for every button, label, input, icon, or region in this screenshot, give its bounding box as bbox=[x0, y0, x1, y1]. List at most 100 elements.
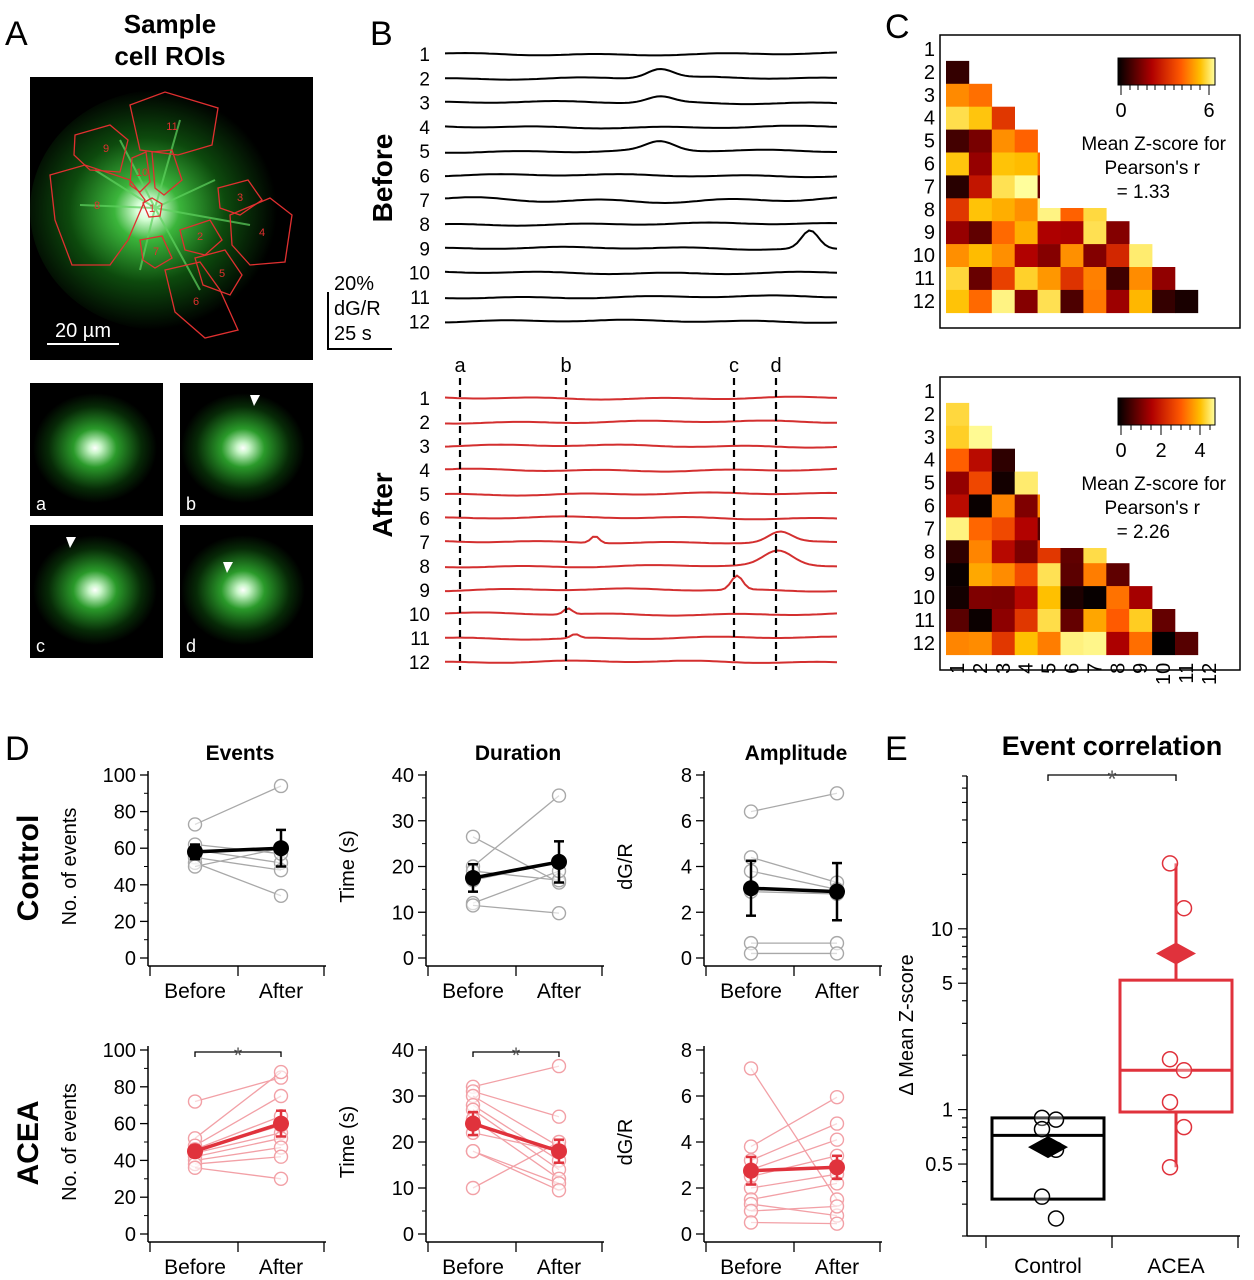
heatmap-cell bbox=[1014, 198, 1038, 222]
panel-e: E Event correlation Δ Mean Z-score 0.5 1 5… bbox=[885, 730, 1240, 1278]
event-markers: a b c d bbox=[454, 355, 782, 670]
trace-label-after: 1 bbox=[419, 389, 430, 410]
heatmap-cell bbox=[1129, 267, 1153, 291]
event-marker-label: a bbox=[454, 355, 466, 377]
subject-line bbox=[750, 1123, 838, 1161]
subject-line bbox=[472, 795, 560, 868]
trace-after bbox=[444, 530, 838, 545]
subject-line bbox=[750, 1155, 838, 1178]
roi-label-10: 10 bbox=[136, 167, 148, 179]
heatmap-cell bbox=[991, 631, 1015, 656]
scale-bar-label: 20 µm bbox=[55, 320, 111, 342]
heatmap-cell bbox=[968, 631, 993, 656]
heatmap-cell bbox=[946, 267, 970, 291]
event-correlation-chart: 0.5 1 5 10 * bbox=[925, 766, 1240, 1248]
trace-after bbox=[444, 549, 838, 569]
trace-label-before: 10 bbox=[409, 264, 430, 285]
colorbar-top-tick-0: 0 bbox=[1115, 100, 1126, 122]
paired-chart: 0 10 20 30 40 Before After Time (s) bbox=[337, 765, 604, 1003]
heatmap-cell bbox=[1014, 244, 1038, 268]
x-category-before: Before bbox=[442, 980, 504, 1003]
colorbar-top-tick-6: 6 bbox=[1203, 100, 1214, 122]
box-acea bbox=[1118, 855, 1234, 1176]
trace-before bbox=[445, 318, 838, 324]
y-tick-label: 40 bbox=[392, 765, 414, 787]
subject-line bbox=[194, 1132, 282, 1154]
heatmap-cell bbox=[968, 152, 993, 176]
subject-point-before bbox=[465, 829, 481, 844]
heatmap-cell bbox=[1152, 289, 1176, 314]
arrowhead-icon bbox=[66, 537, 76, 548]
subject-line bbox=[472, 1104, 560, 1161]
y-tick-label: 2 bbox=[681, 902, 692, 924]
subject-point-after bbox=[273, 778, 289, 794]
heatmap-cell bbox=[991, 198, 1015, 222]
trace-after bbox=[444, 633, 837, 641]
y-tick-label: 6 bbox=[681, 811, 692, 833]
heatmap-cell bbox=[946, 425, 970, 449]
heatmap-cell bbox=[991, 106, 1015, 130]
trace-before bbox=[444, 196, 838, 205]
heatmap-cell bbox=[1106, 631, 1130, 656]
data-point bbox=[1161, 855, 1179, 872]
subject-line bbox=[194, 1115, 282, 1150]
heatmap-cell bbox=[1060, 586, 1084, 610]
subject-point-after bbox=[273, 888, 289, 903]
subject-point-before bbox=[743, 804, 759, 819]
colorbar-bottom-tick-4: 4 bbox=[1194, 440, 1205, 462]
subject-line bbox=[194, 1095, 282, 1147]
heatmap-col-label: 3 bbox=[993, 663, 1015, 674]
trace-after bbox=[445, 419, 837, 425]
mean-point bbox=[829, 1159, 845, 1176]
heatmap-row-label: 12 bbox=[913, 291, 935, 313]
y-tick-label: 2 bbox=[681, 1178, 692, 1200]
subject-line bbox=[194, 785, 282, 826]
heatmap-cell bbox=[968, 289, 993, 314]
subject-line bbox=[750, 1221, 838, 1225]
subject-line bbox=[472, 870, 560, 904]
heatmap-cell bbox=[991, 448, 1015, 472]
y-axis-label: dG/R bbox=[615, 843, 637, 890]
data-point bbox=[1033, 1109, 1051, 1127]
panel-e-ylabel: Δ Mean Z-score bbox=[896, 954, 918, 1095]
heatmap-row-label: 6 bbox=[924, 496, 935, 518]
heatmap-cell bbox=[968, 129, 993, 153]
subject-line bbox=[194, 1167, 282, 1180]
trace-after bbox=[444, 491, 837, 497]
heatmap-cell bbox=[968, 221, 993, 245]
after-label: After bbox=[367, 472, 398, 537]
mean-point bbox=[273, 1115, 289, 1132]
significance-bracket bbox=[194, 1051, 282, 1057]
subject-point-before bbox=[743, 1215, 759, 1230]
y-tick-label: 10 bbox=[931, 919, 953, 941]
panel-letter-a: A bbox=[5, 15, 28, 53]
trace-label-before: 8 bbox=[419, 215, 430, 236]
subject-point-after bbox=[273, 1149, 289, 1164]
x-category-after: After bbox=[537, 980, 581, 1003]
panel-d: D Control ACEA Events Duration Amplitude… bbox=[5, 730, 882, 1279]
heatmap-cell bbox=[1060, 631, 1084, 656]
y-tick-label: 100 bbox=[103, 1040, 136, 1062]
significance-bracket bbox=[1047, 774, 1177, 781]
subject-point-after bbox=[829, 1199, 845, 1214]
panel-e-xcat-acea: ACEA bbox=[1147, 1255, 1204, 1278]
heatmap-row-label: 2 bbox=[924, 404, 935, 426]
heatmap-cell bbox=[946, 448, 970, 472]
trace-before bbox=[445, 140, 837, 154]
y-tick-label: 4 bbox=[681, 857, 692, 879]
mean-point bbox=[743, 1162, 759, 1179]
x-category-before: Before bbox=[720, 980, 782, 1003]
heatmap-cell bbox=[968, 106, 993, 130]
mean-point bbox=[829, 883, 845, 900]
heatmap-cell bbox=[1129, 289, 1153, 314]
heatmap-cell bbox=[946, 402, 970, 427]
x-category-after: After bbox=[815, 1256, 859, 1279]
trace-label-before: 3 bbox=[419, 94, 430, 115]
heatmap-cell bbox=[1083, 244, 1107, 268]
roi-label-2: 2 bbox=[197, 231, 203, 243]
heatmap-cell bbox=[1014, 221, 1038, 245]
data-point bbox=[1161, 1159, 1179, 1176]
